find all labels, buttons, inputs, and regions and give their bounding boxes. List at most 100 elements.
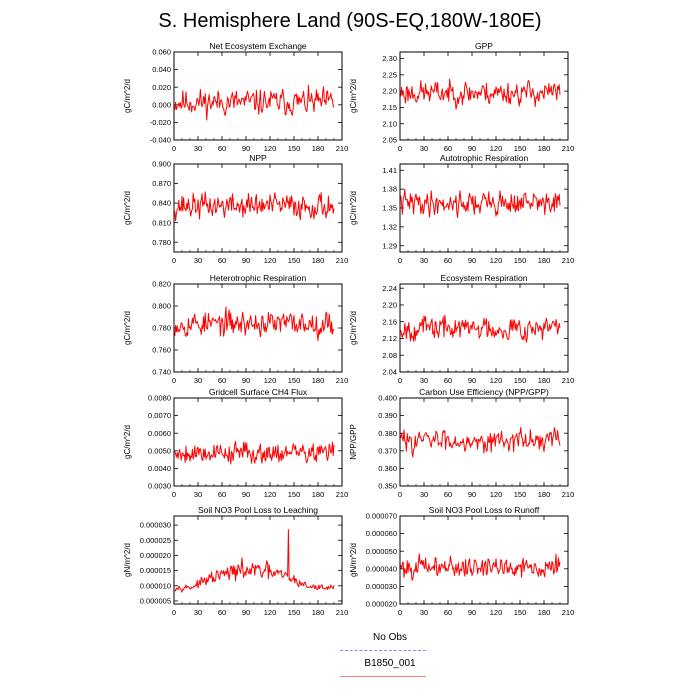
x-tick-label: 30 [194, 144, 202, 153]
y-tick-label: 0.000010 [140, 581, 171, 590]
x-tick-label: 120 [490, 490, 503, 499]
chart-panel-8: Soil NO3 Pool Loss to Leaching 0 30 60 90 120… [123, 505, 348, 617]
y-tick-label: 0.360 [378, 464, 397, 473]
plot-frame [173, 163, 343, 253]
y-tick-label: 1.29 [382, 241, 397, 250]
x-tick-label: 150 [288, 256, 301, 265]
plot-frame [173, 51, 343, 141]
y-tick-label: 2.12 [382, 334, 397, 343]
x-tick-label: 90 [242, 490, 250, 499]
y-tick-label: 2.15 [382, 103, 397, 112]
y-tick-label: 0.000005 [140, 597, 171, 606]
x-tick-label: 210 [562, 490, 575, 499]
y-tick-label: 1.41 [382, 166, 397, 175]
y-tick-label: 0.390 [378, 411, 397, 420]
x-tick-label: 60 [444, 490, 452, 499]
y-tick-label: 0.000050 [366, 547, 397, 556]
y-tick-label: 0.000 [152, 100, 171, 109]
x-tick-label: 120 [490, 256, 503, 265]
x-tick-label: 120 [264, 376, 277, 385]
y-tick-label: -0.020 [150, 118, 171, 127]
series-line [400, 314, 561, 343]
y-tick-label: 0.780 [152, 324, 171, 333]
y-tick-label: 0.0050 [148, 446, 171, 455]
x-tick-label: 30 [420, 490, 428, 499]
chart-title: Ecosystem Respiration [441, 273, 528, 283]
legend-entry-no-obs: No Obs [330, 632, 450, 643]
x-tick-label: 180 [312, 608, 325, 617]
y-tick-label: 0.0070 [148, 411, 171, 420]
y-tick-label: 0.780 [152, 238, 171, 247]
y-tick-label: 2.30 [382, 54, 397, 63]
x-tick-label: 120 [490, 608, 503, 617]
x-tick-label: 0 [172, 376, 176, 385]
series-line [400, 427, 561, 458]
y-tick-label: 0.000060 [366, 529, 397, 538]
series-line [400, 553, 561, 581]
x-tick-label: 90 [242, 144, 250, 153]
x-tick-label: 0 [172, 144, 176, 153]
x-tick-label: 90 [468, 608, 476, 617]
y-tick-label: 2.20 [382, 301, 397, 310]
legend-line-b1850-001 [340, 676, 426, 677]
y-tick-label: 2.10 [382, 119, 397, 128]
y-tick-label: 0.350 [378, 482, 397, 491]
y-tick-label: 0.000030 [140, 521, 171, 530]
x-tick-label: 0 [398, 376, 402, 385]
series-line [400, 188, 561, 219]
x-tick-label: 60 [218, 256, 226, 265]
x-tick-label: 0 [398, 608, 402, 617]
y-tick-label: 0.000025 [140, 536, 171, 545]
y-tick-label: 2.04 [382, 368, 397, 377]
y-tick-label: 0.060 [152, 48, 171, 57]
x-tick-label: 210 [562, 256, 575, 265]
x-tick-label: 60 [218, 144, 226, 153]
x-tick-label: 0 [172, 608, 176, 617]
chart-title: GPP [475, 41, 493, 51]
x-tick-label: 60 [444, 376, 452, 385]
x-tick-label: 0 [398, 490, 402, 499]
x-tick-label: 180 [538, 608, 551, 617]
y-tick-label: 2.24 [382, 284, 397, 293]
y-tick-label: 1.38 [382, 185, 397, 194]
y-tick-label: 0.000020 [140, 551, 171, 560]
plot-frame [399, 283, 569, 373]
y-tick-label: 0.000020 [366, 600, 397, 609]
x-tick-label: 0 [172, 490, 176, 499]
chart-panel-2: NPP 0 30 60 90 120 150 180 210 0.780 0.810 0.840 0.8… [123, 153, 348, 265]
y-axis-label: gC/m^2/d [123, 311, 132, 345]
x-tick-label: 150 [288, 144, 301, 153]
x-tick-label: 60 [218, 490, 226, 499]
x-tick-label: 150 [514, 256, 527, 265]
x-tick-label: 90 [242, 256, 250, 265]
chart-title: Autotrophic Respiration [440, 153, 529, 163]
x-tick-label: 30 [420, 144, 428, 153]
chart-title: Heterotrophic Respiration [210, 273, 307, 283]
plot-frame [173, 397, 343, 487]
y-tick-label: 0.370 [378, 446, 397, 455]
x-tick-label: 210 [562, 376, 575, 385]
chart-panel-3: Autotrophic Respiration 0 30 60 90 120 150 180 2… [349, 153, 574, 265]
x-tick-label: 180 [538, 144, 551, 153]
chart-title: Net Ecosystem Exchange [209, 41, 307, 51]
x-tick-label: 210 [336, 608, 349, 617]
x-tick-label: 90 [242, 376, 250, 385]
x-tick-label: 30 [194, 256, 202, 265]
legend-line-no-obs [340, 650, 426, 651]
y-tick-label: 0.760 [152, 346, 171, 355]
series-line [174, 306, 335, 341]
x-tick-label: 30 [194, 376, 202, 385]
x-tick-label: 210 [336, 376, 349, 385]
x-tick-label: 90 [468, 490, 476, 499]
x-tick-label: 180 [312, 256, 325, 265]
y-tick-label: 0.000040 [366, 564, 397, 573]
y-tick-label: 0.870 [152, 179, 171, 188]
x-tick-label: 210 [562, 608, 575, 617]
x-tick-label: 30 [194, 490, 202, 499]
series-line [174, 191, 335, 222]
y-axis-label: NPP/GPP [349, 424, 358, 460]
y-tick-label: -0.040 [150, 136, 171, 145]
x-tick-label: 60 [218, 376, 226, 385]
plot-frame [399, 515, 569, 605]
y-axis-label: gC/m^2/d [123, 79, 132, 113]
